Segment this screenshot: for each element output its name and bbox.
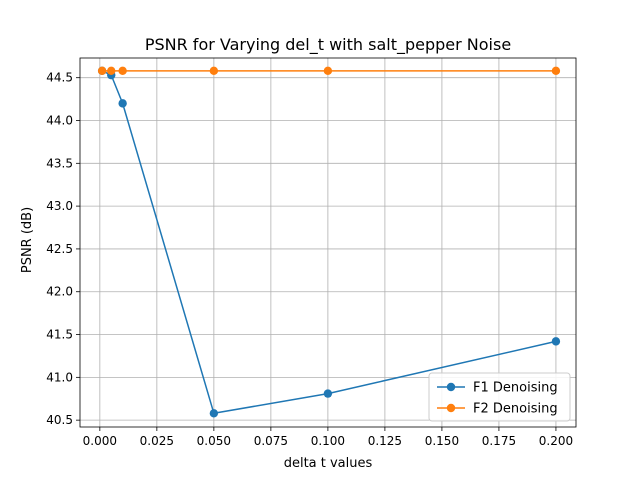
series-0-point-2 (118, 99, 127, 108)
x-tick-label-1: 0.025 (140, 434, 174, 448)
plot-area: 0.000 0.025 0.050 0.075 0.100 0.125 0.150 0.175… (46, 57, 577, 448)
x-tick-label-8: 0.200 (539, 434, 573, 448)
series-1-point-3 (209, 66, 219, 76)
series-1-point-2 (118, 66, 127, 76)
x-tick-label-2: 0.050 (197, 434, 231, 448)
series-1-point-5 (551, 66, 561, 76)
x-tick-label-0: 0.000 (83, 434, 117, 448)
x-tick-label-6: 0.150 (425, 434, 459, 448)
y-tick-label-1: 41.0 (46, 370, 73, 384)
y-tick-label-4: 42.5 (46, 242, 73, 256)
y-tick-label-5: 43.0 (46, 199, 73, 213)
y-tick-label-6: 43.5 (46, 156, 73, 170)
legend-label-0: F1 Denoising (473, 381, 558, 396)
x-tick-label-5: 0.125 (368, 434, 402, 448)
series-1-point-1 (107, 66, 116, 76)
series-1-point-4 (323, 66, 333, 76)
y-tick-label-0: 40.5 (46, 413, 73, 427)
x-tick-label-4: 0.100 (311, 434, 345, 448)
series-0-point-5 (551, 337, 561, 346)
x-tick-label-3: 0.075 (254, 434, 288, 448)
y-tick-label-3: 42.0 (46, 285, 73, 299)
y-tick-label-2: 41.5 (46, 328, 73, 342)
legend: F1 Denoising F2 Denoising (428, 372, 571, 422)
legend-marker-0 (446, 382, 456, 392)
legend-label-1: F2 Denoising (473, 402, 558, 417)
legend-marker-1 (446, 403, 456, 413)
series-0-point-3 (209, 409, 219, 418)
x-axis-label: delta t values (284, 456, 373, 471)
y-tick-label-8: 44.5 (46, 71, 73, 85)
y-axis-label: PSNR (dB) (20, 207, 35, 273)
legend-box (428, 372, 571, 422)
chart-title: PSNR for Varying del_t with salt_pepper … (145, 35, 511, 55)
series-0-point-4 (323, 389, 333, 398)
x-tick-label-7: 0.175 (482, 434, 516, 448)
y-tick-label-7: 44.0 (46, 113, 73, 127)
series-1-point-0 (97, 66, 107, 76)
